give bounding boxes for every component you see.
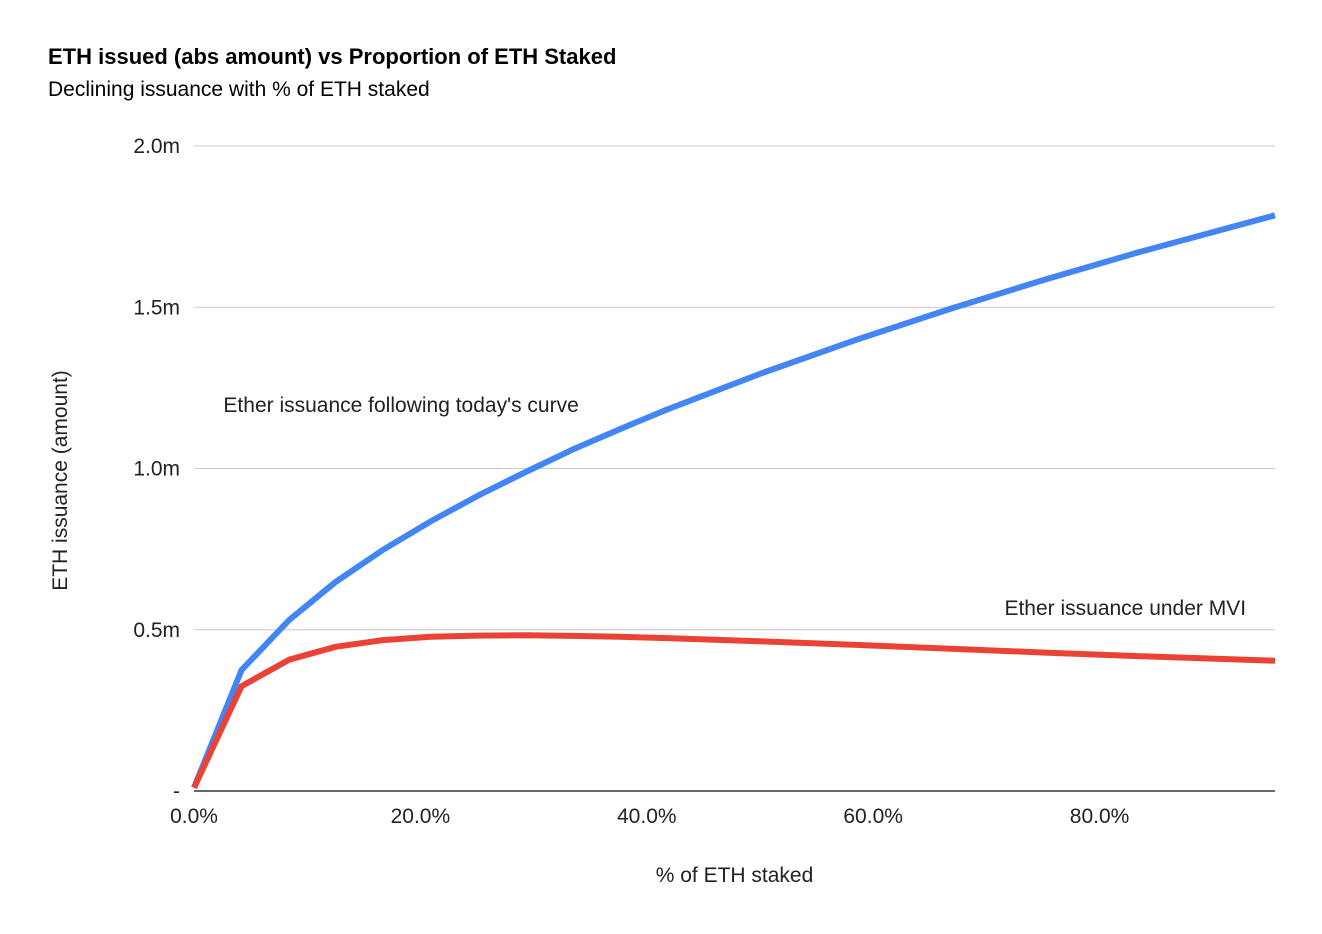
x-tick-label: 20.0% (391, 805, 451, 828)
series-line-1 (191, 212, 1276, 789)
series-label-2: Ether issuance under MVI (1004, 597, 1246, 620)
gridlines (194, 145, 1275, 631)
y-axis-title: ETH issuance (amount) (49, 370, 72, 591)
y-axis-ticks: - 0.5m 1.0m 1.5m 2.0m (133, 135, 180, 803)
y-tick-label: 2.0m (133, 135, 180, 158)
x-tick-label: 60.0% (843, 805, 903, 828)
series (191, 212, 1276, 790)
series-line-2 (191, 632, 1276, 790)
x-tick-label: 40.0% (617, 805, 677, 828)
x-tick-label: 80.0% (1070, 805, 1130, 828)
y-tick-label: 0.5m (133, 619, 180, 642)
y-tick-label: 1.5m (133, 296, 180, 319)
y-tick-label: 1.0m (133, 458, 180, 481)
series-annotations: Ether issuance following today's curve Et… (223, 394, 1246, 620)
x-tick-label: 0.0% (170, 805, 218, 828)
y-tick-label: - (173, 780, 180, 803)
chart-subtitle: Declining issuance with % of ETH staked (48, 78, 430, 101)
series-label-1: Ether issuance following today's curve (223, 394, 578, 417)
x-axis-title: % of ETH staked (656, 864, 814, 887)
x-axis-ticks: 0.0% 20.0% 40.0% 60.0% 80.0% (170, 805, 1129, 828)
chart-title: ETH issued (abs amount) vs Proportion of… (48, 44, 617, 69)
